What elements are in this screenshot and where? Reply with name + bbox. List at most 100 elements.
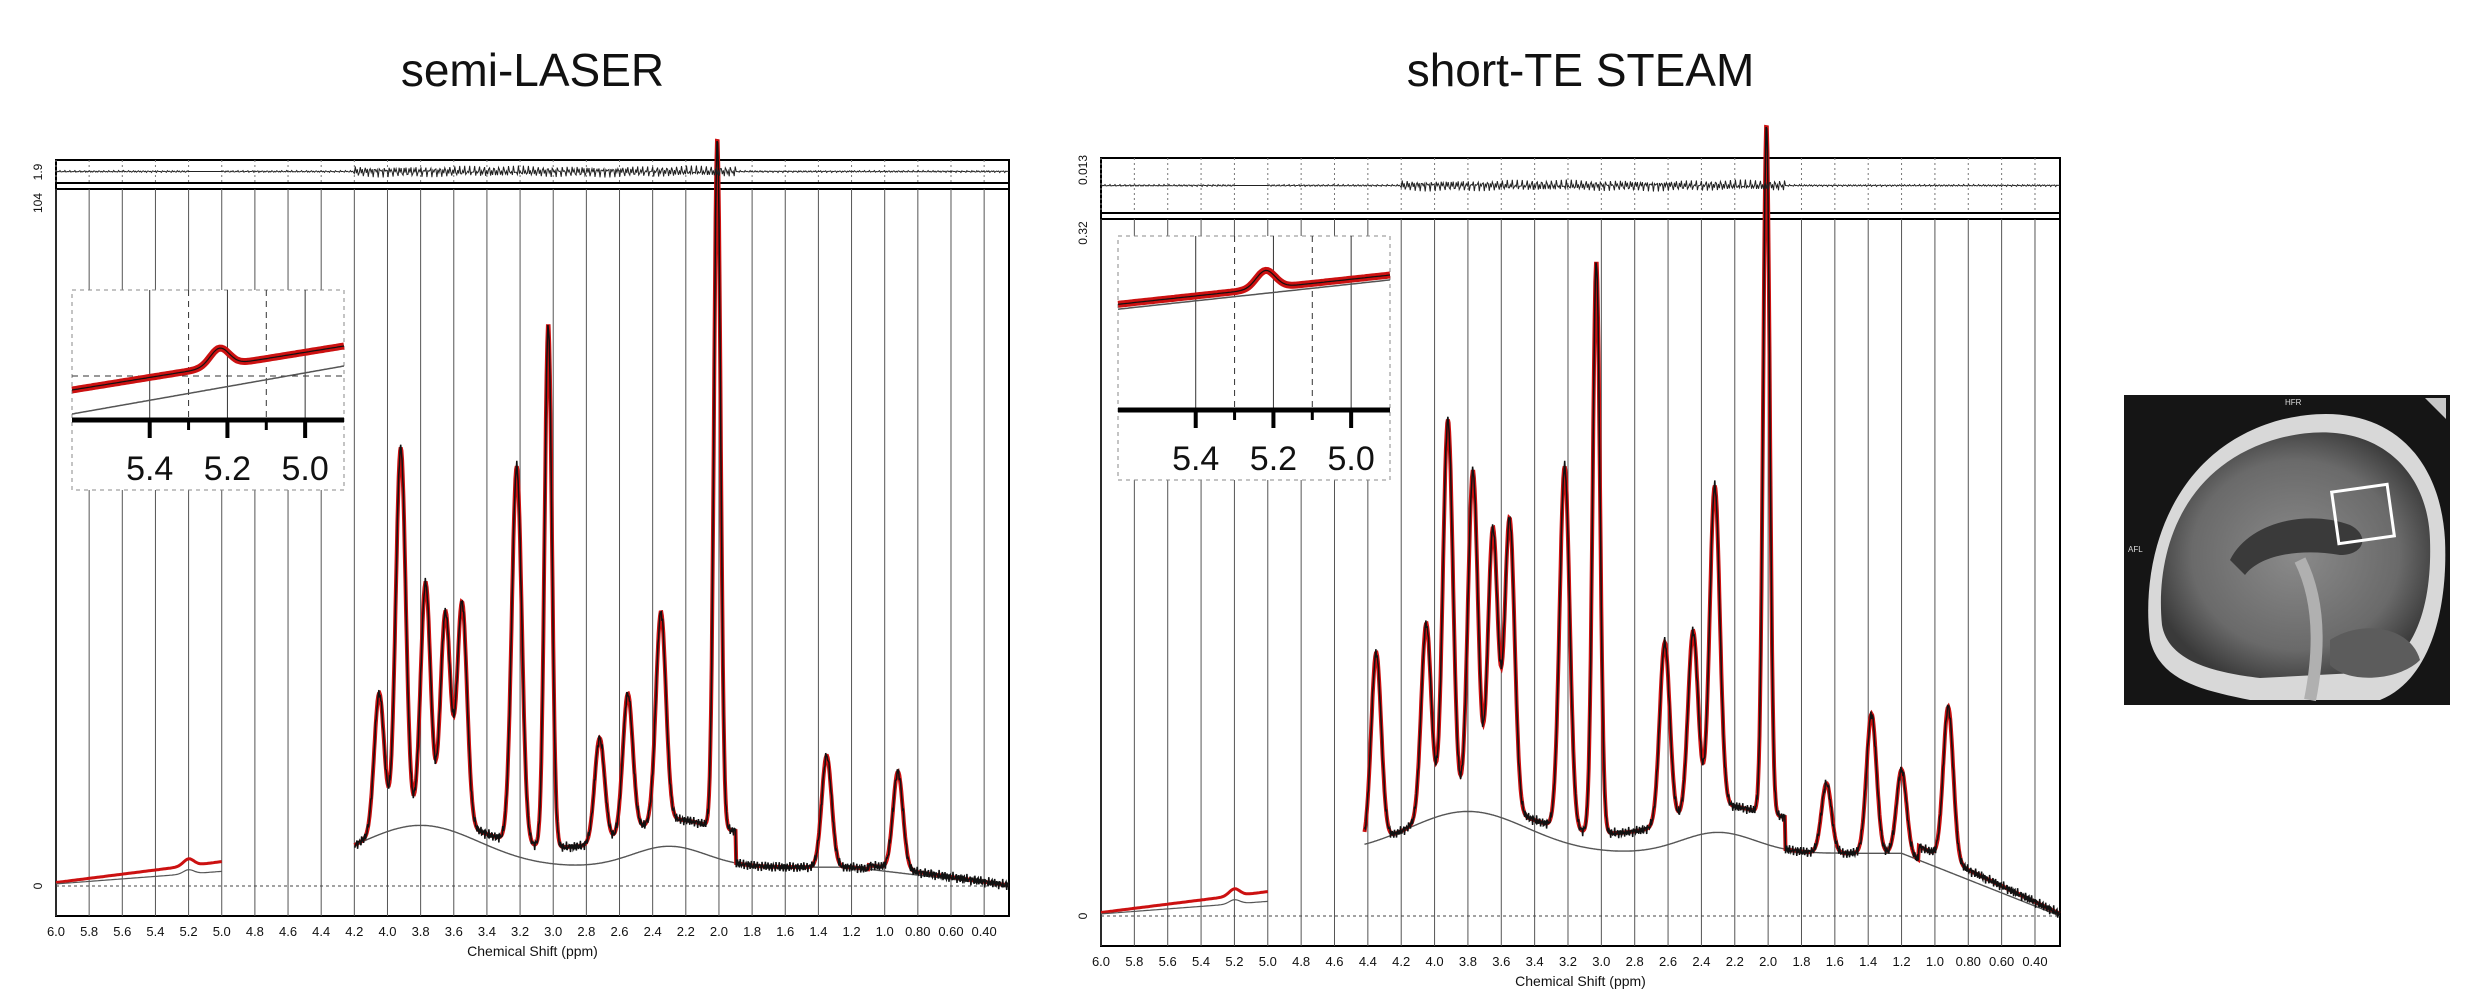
x-tick-label: 1.8 (743, 924, 761, 939)
x-tick-label: 6.0 (1092, 954, 1110, 969)
mri-cerebellum (2330, 628, 2420, 678)
inset-tick-label: 5.4 (1172, 440, 1219, 478)
x-tick-label: 5.6 (113, 924, 131, 939)
x-tick-label: 2.8 (577, 924, 595, 939)
residual-y-tick: 1.9 (31, 163, 45, 180)
x-tick-label: 2.2 (677, 924, 695, 939)
x-tick-label: 2.4 (1692, 954, 1710, 969)
mri-voxel (2329, 482, 2397, 546)
spectrum-panel-short-te-steam: short-TE STEAM 6.0 5.8 5.6 5.4 5.2 5.0 4.8 4.6 4.… (1076, 44, 2061, 989)
residual-line (1100, 179, 2060, 192)
x-tick-label: 3.0 (1592, 954, 1610, 969)
x-tick-label: 1.4 (809, 924, 827, 939)
x-tick-label: 0.40 (2022, 954, 2047, 969)
x-tick-label: 3.8 (412, 924, 430, 939)
x-axis-label: Chemical Shift (ppm) (467, 943, 598, 959)
mri-brainstem (2294, 557, 2323, 702)
x-tick-label: 5.6 (1159, 954, 1177, 969)
x-tick-label: 1.8 (1792, 954, 1810, 969)
x-tick-label: 5.0 (213, 924, 231, 939)
baseline-line (354, 824, 1009, 887)
inset-tick-label: 5.4 (126, 450, 173, 488)
spectrum-panel-semi-laser: semi-LASER 6.0 5.8 5.6 5.4 5.2 5.0 4.8 4.6 4.4 4.2… (31, 44, 1010, 959)
x-tick-label: 1.0 (1926, 954, 1944, 969)
chart-title: semi-LASER (401, 44, 664, 96)
baseline-line (1364, 810, 2060, 917)
x-tick-label: 0.80 (1956, 954, 1981, 969)
chart-title: short-TE STEAM (1407, 44, 1755, 96)
mri-top-label: HFR (2285, 398, 2302, 407)
x-tick-label: 2.8 (1626, 954, 1644, 969)
x-tick-label: 4.4 (1359, 954, 1377, 969)
x-tick-label: 3.4 (1526, 954, 1544, 969)
x-tick-label: 3.2 (511, 924, 529, 939)
inset: 5.4 5.2 5.0 (1117, 235, 1391, 481)
x-tick-label: 4.8 (1292, 954, 1310, 969)
x-tick-label: 5.8 (80, 924, 98, 939)
x-tick-label: 1.0 (876, 924, 894, 939)
x-tick-label: 1.6 (1826, 954, 1844, 969)
inset: 5.4 5.2 5.0 (71, 289, 345, 491)
x-tick-label: 5.4 (146, 924, 164, 939)
x-tick-label: 4.8 (246, 924, 264, 939)
x-tick-label: 0.80 (905, 924, 930, 939)
mri-sagittal-image: HFR AFL (2124, 395, 2450, 705)
x-tick-label: 4.6 (279, 924, 297, 939)
x-tick-label: 5.0 (1259, 954, 1277, 969)
x-tick-labels: 6.0 5.8 5.6 5.4 5.2 5.0 4.8 4.6 4.4 4.2 4.0 3.8 3.6 3… (47, 924, 997, 939)
x-tick-label: 1.2 (1893, 954, 1911, 969)
low-ppm-baseline (55, 869, 222, 885)
inset-tick-label: 5.2 (1250, 440, 1297, 478)
inset-tick-label: 5.0 (282, 450, 329, 488)
x-tick-label: 5.2 (180, 924, 198, 939)
y-tick-max: 0.32 (1076, 221, 1090, 245)
data-line (1363, 126, 2061, 918)
x-tick-label: 4.0 (378, 924, 396, 939)
x-tick-label: 1.2 (843, 924, 861, 939)
x-tick-label: 3.6 (1492, 954, 1510, 969)
inset-data (71, 345, 345, 391)
x-tick-label: 3.0 (544, 924, 562, 939)
x-tick-label: 4.2 (345, 924, 363, 939)
x-tick-label: 3.2 (1559, 954, 1577, 969)
mri-corner-mark (2425, 398, 2446, 419)
x-tick-label: 4.4 (312, 924, 330, 939)
x-tick-label: 3.8 (1459, 954, 1477, 969)
x-tick-label: 3.6 (445, 924, 463, 939)
x-tick-label: 0.60 (1989, 954, 2014, 969)
x-tick-label: 2.6 (610, 924, 628, 939)
x-tick-labels: 6.0 5.8 5.6 5.4 5.2 5.0 4.8 4.6 4.4 4.2 4.0 3.8 3.6 3… (1092, 954, 2048, 969)
mri-left-label: AFL (2128, 545, 2143, 554)
x-tick-label: 2.6 (1659, 954, 1677, 969)
inset-data (1117, 269, 1391, 305)
residual-line (55, 165, 1009, 178)
x-tick-label: 4.0 (1426, 954, 1444, 969)
x-tick-label: 4.6 (1325, 954, 1343, 969)
inset-baseline (71, 365, 345, 415)
data-line (354, 140, 1010, 890)
x-tick-label: 0.60 (938, 924, 963, 939)
mri-ventricle (2230, 518, 2363, 575)
y-tick-zero: 0 (1076, 912, 1090, 919)
x-tick-label: 5.8 (1125, 954, 1143, 969)
x-axis-label: Chemical Shift (ppm) (1515, 973, 1646, 989)
residual-y-tick: 0.013 (1076, 155, 1090, 185)
x-tick-label: 3.4 (478, 924, 496, 939)
inset-tick-label: 5.0 (1328, 440, 1375, 478)
x-tick-label: 2.0 (710, 924, 728, 939)
x-tick-label: 5.2 (1225, 954, 1243, 969)
y-tick-max: 104 (31, 193, 45, 213)
inset-tick-label: 5.2 (204, 450, 251, 488)
x-tick-label: 2.4 (644, 924, 662, 939)
plot-frame (55, 159, 1010, 917)
x-tick-label: 5.4 (1192, 954, 1210, 969)
x-tick-label: 2.0 (1759, 954, 1777, 969)
mri-brain (2160, 432, 2431, 678)
inset-baseline (1117, 279, 1391, 310)
low-ppm-fit (55, 857, 222, 884)
low-ppm-fit (1100, 887, 1268, 914)
x-tick-label: 1.4 (1859, 954, 1877, 969)
x-tick-label: 4.2 (1392, 954, 1410, 969)
low-ppm-baseline (1100, 899, 1268, 915)
